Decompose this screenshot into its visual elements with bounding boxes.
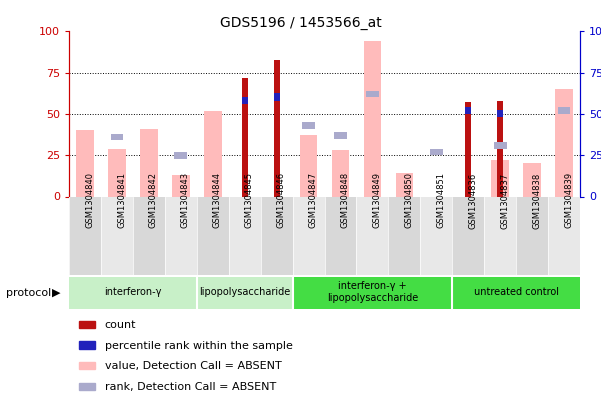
- Bar: [548, 196, 580, 275]
- Text: GSM1304844: GSM1304844: [213, 173, 222, 228]
- Bar: [420, 31, 453, 196]
- Bar: [261, 196, 293, 275]
- Bar: [101, 31, 133, 196]
- Bar: [197, 196, 229, 275]
- Bar: [79, 383, 95, 390]
- Text: GSM1304848: GSM1304848: [341, 173, 350, 228]
- Text: rank, Detection Call = ABSENT: rank, Detection Call = ABSENT: [105, 382, 276, 392]
- Bar: [69, 31, 101, 196]
- Text: untreated control: untreated control: [474, 287, 558, 297]
- Text: GSM1304847: GSM1304847: [308, 173, 317, 228]
- Bar: [453, 31, 484, 196]
- Bar: [494, 142, 507, 149]
- Text: interferon-γ +
lipopolysaccharide: interferon-γ + lipopolysaccharide: [327, 281, 418, 303]
- Bar: [325, 196, 356, 275]
- Bar: [79, 321, 95, 328]
- Bar: [548, 31, 580, 196]
- Bar: [395, 173, 413, 196]
- Bar: [558, 107, 570, 114]
- Bar: [229, 196, 261, 275]
- Bar: [516, 31, 548, 196]
- Bar: [356, 196, 388, 275]
- Bar: [497, 101, 503, 196]
- Text: lipopolysaccharide: lipopolysaccharide: [199, 287, 290, 297]
- Bar: [465, 103, 471, 196]
- Bar: [465, 107, 471, 114]
- Text: GSM1304842: GSM1304842: [149, 173, 158, 228]
- Bar: [165, 196, 197, 275]
- Bar: [108, 149, 126, 196]
- Bar: [133, 31, 165, 196]
- Bar: [293, 277, 453, 309]
- Bar: [366, 91, 379, 97]
- Bar: [174, 152, 188, 158]
- Bar: [492, 160, 509, 196]
- Text: GSM1304841: GSM1304841: [117, 173, 126, 228]
- Bar: [242, 97, 248, 104]
- Bar: [334, 132, 347, 139]
- Bar: [555, 89, 573, 196]
- Bar: [229, 31, 261, 196]
- Bar: [516, 196, 548, 275]
- Bar: [204, 111, 222, 196]
- Bar: [79, 362, 95, 369]
- Bar: [76, 130, 94, 196]
- Bar: [111, 134, 123, 140]
- Text: count: count: [105, 320, 136, 330]
- Text: GSM1304836: GSM1304836: [468, 172, 477, 229]
- Text: GSM1304837: GSM1304837: [500, 172, 509, 229]
- Bar: [484, 31, 516, 196]
- Bar: [332, 150, 349, 196]
- Bar: [293, 31, 325, 196]
- Bar: [197, 31, 229, 196]
- Text: value, Detection Call = ABSENT: value, Detection Call = ABSENT: [105, 361, 282, 371]
- Bar: [165, 31, 197, 196]
- Bar: [79, 342, 95, 349]
- Bar: [364, 41, 381, 196]
- Bar: [300, 136, 317, 196]
- Bar: [172, 175, 190, 196]
- Text: GSM1304850: GSM1304850: [404, 173, 413, 228]
- Bar: [453, 277, 580, 309]
- Text: GSM1304838: GSM1304838: [532, 172, 541, 229]
- Bar: [197, 277, 293, 309]
- Bar: [356, 31, 388, 196]
- Bar: [523, 163, 541, 196]
- Bar: [388, 31, 420, 196]
- Text: GSM1304849: GSM1304849: [373, 173, 382, 228]
- Bar: [302, 122, 315, 129]
- Text: GSM1304846: GSM1304846: [276, 173, 285, 228]
- Bar: [388, 196, 420, 275]
- Text: GSM1304851: GSM1304851: [436, 173, 445, 228]
- Bar: [325, 31, 356, 196]
- Bar: [274, 59, 279, 196]
- Bar: [242, 78, 248, 196]
- Bar: [261, 31, 293, 196]
- Bar: [133, 196, 165, 275]
- Bar: [497, 110, 503, 117]
- Bar: [453, 196, 484, 275]
- Text: ▶: ▶: [52, 288, 60, 298]
- Text: GSM1304840: GSM1304840: [85, 173, 94, 228]
- Text: percentile rank within the sample: percentile rank within the sample: [105, 341, 293, 351]
- Text: interferon-γ: interferon-γ: [104, 287, 162, 297]
- Bar: [420, 196, 453, 275]
- Text: GDS5196 / 1453566_at: GDS5196 / 1453566_at: [219, 16, 382, 30]
- Bar: [484, 196, 516, 275]
- Bar: [274, 93, 279, 101]
- Text: protocol: protocol: [6, 288, 51, 298]
- Bar: [293, 196, 325, 275]
- Text: GSM1304843: GSM1304843: [181, 173, 190, 228]
- Text: GSM1304839: GSM1304839: [564, 173, 573, 228]
- Bar: [430, 149, 443, 155]
- Bar: [69, 196, 101, 275]
- Bar: [101, 196, 133, 275]
- Bar: [140, 129, 157, 196]
- Bar: [69, 277, 197, 309]
- Text: GSM1304845: GSM1304845: [245, 173, 254, 228]
